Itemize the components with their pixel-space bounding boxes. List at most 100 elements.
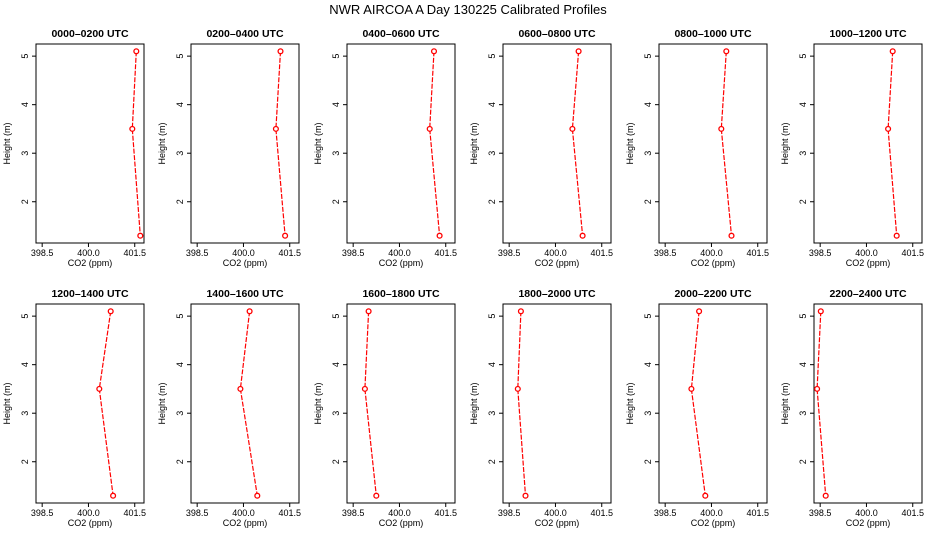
x-tick-label: 400.0 (855, 248, 878, 258)
data-point (569, 125, 576, 132)
data-point (728, 232, 735, 239)
series-line (131, 51, 141, 236)
y-tick-label: 3 (20, 411, 30, 416)
panel-title: 1800–2000 UTC (518, 288, 595, 300)
y-axis-label: Height (m) (625, 382, 635, 424)
x-tick-label: 398.5 (31, 508, 54, 518)
data-point (282, 232, 289, 239)
x-axis-label: CO2 (ppm) (691, 518, 736, 528)
y-tick-label: 4 (175, 102, 185, 107)
data-point (365, 308, 372, 315)
data-point (373, 492, 380, 499)
x-axis-label: CO2 (ppm) (846, 258, 891, 268)
y-tick-label: 2 (487, 199, 497, 204)
y-axis-label: Height (m) (469, 122, 479, 164)
panel: 1800–2000 UTC 398.5 400.0 401.5 CO2 (ppm) 2 3 4… (469, 288, 613, 528)
x-axis-label: CO2 (ppm) (223, 518, 268, 528)
data-point (575, 48, 582, 55)
x-tick-label: 398.5 (654, 248, 677, 258)
data-point (430, 48, 438, 55)
y-axis-label: Height (m) (2, 382, 12, 424)
plot-frame (35, 303, 145, 504)
y-tick-label: 3 (175, 411, 185, 416)
x-tick-label: 398.5 (186, 508, 209, 518)
y-tick-label: 4 (20, 102, 30, 107)
series-line (239, 311, 258, 496)
y-tick-label: 5 (175, 314, 185, 319)
x-tick-label: 401.5 (278, 508, 301, 518)
y-tick-label: 4 (487, 362, 497, 367)
x-tick-label: 400.0 (388, 248, 411, 258)
y-axis-label: Height (m) (780, 122, 790, 164)
plot-frame (190, 303, 300, 504)
data-point (133, 48, 140, 55)
series-line (690, 311, 706, 496)
x-tick-label: 400.0 (77, 248, 100, 258)
y-tick-label: 4 (643, 102, 653, 107)
panel-title: 1600–1800 UTC (362, 288, 439, 300)
data-point (110, 492, 117, 499)
y-tick-label: 2 (20, 199, 30, 204)
y-axis-label: Height (m) (780, 382, 790, 424)
x-tick-label: 401.5 (901, 508, 924, 518)
panels-grid: 0000–0200 UTC 398.5 400.0 401.5 CO2 (ppm) 2 3 4… (2, 28, 924, 528)
x-tick-label: 398.5 (498, 248, 521, 258)
y-axis-label: Height (m) (313, 382, 323, 424)
panel-title: 1400–1600 UTC (206, 288, 283, 300)
data-point (889, 48, 896, 55)
x-tick-label: 400.0 (544, 248, 567, 258)
y-tick-label: 3 (643, 151, 653, 156)
y-tick-label: 2 (175, 459, 185, 464)
y-tick-label: 5 (798, 54, 808, 59)
x-tick-label: 401.5 (746, 248, 769, 258)
y-axis-label: Height (m) (157, 382, 167, 424)
series-line (887, 51, 898, 236)
x-axis-label: CO2 (ppm) (68, 518, 113, 528)
data-point (361, 385, 368, 392)
series-line (275, 51, 286, 236)
plot-frame (502, 303, 612, 504)
y-tick-label: 3 (643, 411, 653, 416)
x-axis-label: CO2 (ppm) (68, 258, 113, 268)
y-tick-label: 5 (643, 54, 653, 59)
y-tick-label: 4 (643, 362, 653, 367)
y-tick-label: 5 (487, 314, 497, 319)
x-tick-label: 398.5 (31, 248, 54, 258)
x-axis-label: CO2 (ppm) (846, 518, 891, 528)
y-tick-label: 3 (20, 151, 30, 156)
y-tick-label: 2 (331, 459, 341, 464)
x-tick-label: 400.0 (232, 508, 255, 518)
x-axis-label: CO2 (ppm) (535, 258, 580, 268)
y-tick-label: 5 (643, 314, 653, 319)
panel-title: 0800–1000 UTC (674, 28, 751, 40)
data-point (426, 125, 433, 132)
y-tick-label: 3 (798, 151, 808, 156)
data-point (814, 385, 821, 392)
data-point (522, 492, 529, 499)
y-tick-label: 4 (798, 102, 808, 107)
panel: 1400–1600 UTC 398.5 400.0 401.5 CO2 (ppm) 2 3 4… (157, 288, 301, 528)
x-tick-label: 400.0 (388, 508, 411, 518)
x-tick-label: 400.0 (77, 508, 100, 518)
y-tick-label: 3 (331, 411, 341, 416)
data-point (822, 492, 829, 499)
panel: 2000–2200 UTC 398.5 400.0 401.5 CO2 (ppm) 2 3 4… (625, 288, 769, 528)
plot-frame (190, 43, 300, 244)
data-point (723, 48, 730, 55)
panel: 0200–0400 UTC 398.5 400.0 401.5 CO2 (ppm) 2 3 4… (157, 28, 301, 268)
y-tick-label: 4 (175, 362, 185, 367)
data-point (277, 48, 284, 55)
series-line (364, 311, 377, 496)
y-tick-label: 4 (798, 362, 808, 367)
x-tick-label: 401.5 (123, 508, 146, 518)
series-line (98, 311, 114, 496)
x-tick-label: 398.5 (654, 508, 677, 518)
y-tick-label: 4 (20, 362, 30, 367)
panel-title: 0400–0600 UTC (362, 28, 439, 40)
plot-frame (502, 43, 612, 244)
x-axis-label: CO2 (ppm) (691, 258, 736, 268)
data-point (688, 385, 695, 392)
y-tick-label: 3 (175, 151, 185, 156)
y-axis-label: Height (m) (2, 122, 12, 164)
